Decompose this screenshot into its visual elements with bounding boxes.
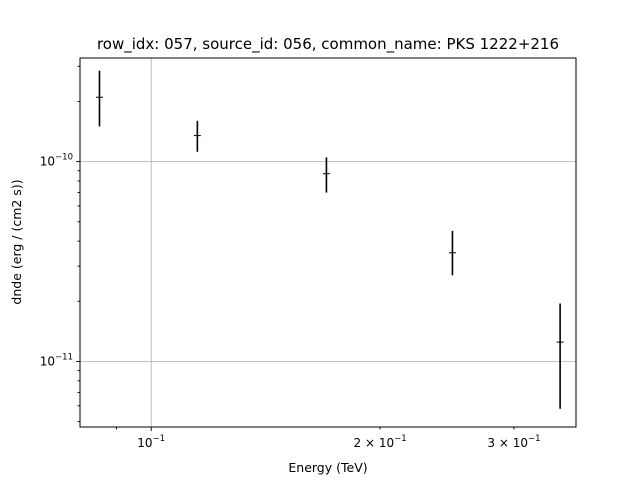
plot-frame (79, 57, 577, 428)
y-axis-label: dnde (erg / (cm2 s)) (9, 179, 24, 304)
data-point (322, 157, 330, 193)
x-axis-ticks: 10−1 2 × 10−1 3 × 10−1 (137, 427, 541, 450)
x-axis-label: Energy (TeV) (288, 460, 367, 475)
x-tick-label: 2 × 10−1 (354, 434, 407, 450)
x-tick-label: 10−1 (137, 434, 165, 450)
data-points (95, 70, 564, 409)
x-tick-label: 3 × 10−1 (487, 434, 540, 450)
data-point (556, 303, 564, 409)
y-axis-ticks: 10−11 10−10 (40, 153, 80, 368)
data-point (193, 120, 201, 152)
grid-lines (80, 58, 576, 427)
y-tick-label: 10−10 (40, 153, 73, 169)
y-tick-label: 10−11 (40, 352, 73, 368)
data-point (448, 230, 456, 276)
chart-title: row_idx: 057, source_id: 056, common_nam… (97, 35, 559, 54)
data-point (95, 70, 103, 127)
